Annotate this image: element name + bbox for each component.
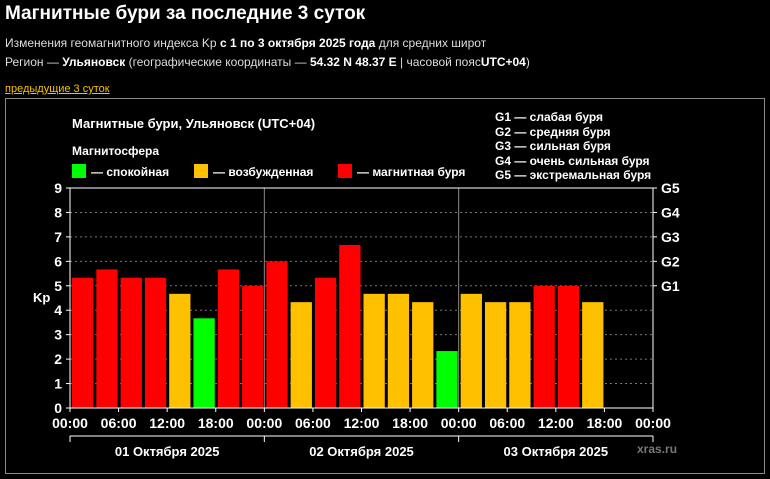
bars-layer — [72, 244, 604, 408]
legend-label-storm: — магнитная буря — [357, 165, 465, 179]
region-label: Регион — — [5, 55, 59, 69]
kp-bar-storm — [557, 285, 580, 408]
g1-legend: G1 — слабая буря — [495, 110, 603, 124]
x-tick-label: 18:00 — [198, 415, 234, 431]
x-tick-label: 12:00 — [149, 415, 185, 431]
y-tick-label: 1 — [54, 376, 62, 392]
y-axis-label: Kp — [33, 290, 50, 305]
kp-chart: Магнитные бури, Ульяновск (UTC+04) Магни… — [5, 98, 765, 474]
g5-legend: G5 — экстремальная буря — [495, 168, 651, 182]
y-tick-label: 2 — [54, 351, 62, 367]
region-tz-prefix: | часовой пояс — [400, 55, 481, 69]
y-tick-label: 7 — [54, 229, 62, 245]
page-title: Магнитные бури за последние 3 суток — [5, 3, 366, 24]
chart-title: Магнитные бури, Ульяновск (UTC+04) — [72, 116, 315, 131]
kp-bar-excited — [582, 302, 604, 408]
x-tick-label: 18:00 — [392, 415, 428, 431]
kp-bar-excited — [363, 293, 385, 408]
subtitle-prefix: Изменения геомагнитного индекса Kp — [5, 36, 217, 50]
x-tick-label: 18:00 — [587, 415, 623, 431]
kp-bar-excited — [387, 293, 410, 408]
watermark: xras.ru — [637, 442, 677, 456]
day-label: 02 Октября 2025 — [309, 444, 414, 459]
kp-bar-calm — [193, 318, 215, 408]
g-tick-label: G2 — [661, 253, 680, 269]
kp-bar-excited — [509, 302, 531, 408]
legend-title: Магнитосфера — [72, 144, 159, 158]
subtitle-suffix: для средних широт — [378, 36, 487, 50]
kp-bar-storm — [72, 277, 94, 408]
region-line: Регион — Ульяновск (географические коорд… — [5, 55, 530, 69]
axis-layer: 0 1 2 3 4 5 6 7 8 9 G1 G2 G3 G4 G5 00:00 06:00 12:00 18:00… — [52, 180, 680, 459]
previous-3-days-link[interactable]: предыдущие 3 суток — [5, 83, 110, 95]
x-tick-label: 12:00 — [538, 415, 574, 431]
g3-legend: G3 — сильная буря — [495, 139, 611, 153]
region-close: ) — [525, 55, 530, 69]
day-label: 01 Октября 2025 — [115, 444, 220, 459]
legend-label-calm: — спокойная — [91, 165, 169, 179]
kp-bar-storm — [314, 277, 337, 408]
kp-bar-storm — [266, 261, 288, 408]
day-label: 03 Октября 2025 — [504, 444, 609, 459]
g-tick-label: G5 — [661, 180, 680, 196]
kp-bar-excited — [169, 293, 191, 408]
region-coords: 54.32 N 48.37 E — [309, 55, 397, 69]
kp-bar-excited — [412, 302, 434, 408]
g-tick-label: G1 — [661, 278, 680, 294]
kp-bar-storm — [96, 269, 118, 408]
x-tick-label: 12:00 — [344, 415, 380, 431]
y-tick-label: 6 — [54, 253, 62, 269]
subtitle-range: с 1 по 3 октября 2025 года — [219, 36, 376, 50]
x-tick-label: 00:00 — [52, 415, 88, 431]
x-tick-label: 00:00 — [441, 415, 477, 431]
legend-swatch-excited — [194, 164, 208, 178]
kp-bar-excited — [460, 293, 482, 408]
kp-bar-excited — [484, 302, 507, 408]
kp-bar-calm — [436, 351, 458, 408]
g4-legend: G4 — очень сильная буря — [495, 154, 650, 168]
x-tick-label: 06:00 — [295, 415, 331, 431]
region-tz: UTC+04 — [480, 55, 526, 69]
x-tick-label: 06:00 — [489, 415, 525, 431]
y-tick-label: 9 — [54, 180, 62, 196]
kp-bar-storm — [339, 244, 361, 408]
kp-bar-storm — [533, 285, 555, 408]
kp-bar-storm — [217, 269, 240, 408]
legend-label-excited: — возбужденная — [213, 165, 313, 179]
y-tick-label: 0 — [54, 400, 62, 416]
x-tick-label: 00:00 — [635, 415, 671, 431]
subtitle: Изменения геомагнитного индекса Kp с 1 п… — [5, 36, 486, 50]
region-coords-prefix: (географические координаты — — [128, 55, 307, 69]
kp-bar-excited — [290, 302, 312, 408]
kp-bar-storm — [144, 277, 167, 408]
kp-bar-storm — [242, 285, 264, 408]
y-tick-label: 8 — [54, 204, 62, 220]
x-tick-label: 00:00 — [246, 415, 282, 431]
g-tick-label: G4 — [661, 204, 680, 220]
x-tick-label: 06:00 — [101, 415, 137, 431]
y-tick-label: 3 — [54, 327, 62, 343]
y-tick-label: 5 — [54, 278, 62, 294]
kp-chart-container: Магнитные бури, Ульяновск (UTC+04) Магни… — [5, 98, 765, 474]
region-city: Ульяновск — [62, 55, 126, 69]
y-tick-label: 4 — [54, 302, 62, 318]
g2-legend: G2 — средняя буря — [495, 125, 611, 139]
legend-swatch-calm — [72, 164, 86, 178]
legend-swatch-storm — [338, 164, 352, 178]
g-tick-label: G3 — [661, 229, 680, 245]
kp-bar-storm — [120, 277, 142, 408]
